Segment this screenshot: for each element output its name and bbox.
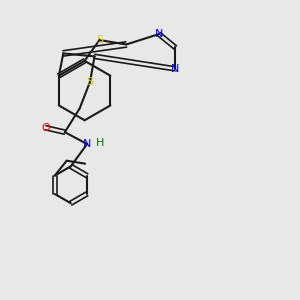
Text: O: O xyxy=(41,123,50,133)
Text: S: S xyxy=(96,35,103,45)
Text: N: N xyxy=(171,64,179,74)
Text: H: H xyxy=(95,138,104,148)
Text: N: N xyxy=(155,29,163,39)
Text: S: S xyxy=(86,76,94,87)
Text: N: N xyxy=(83,139,91,149)
